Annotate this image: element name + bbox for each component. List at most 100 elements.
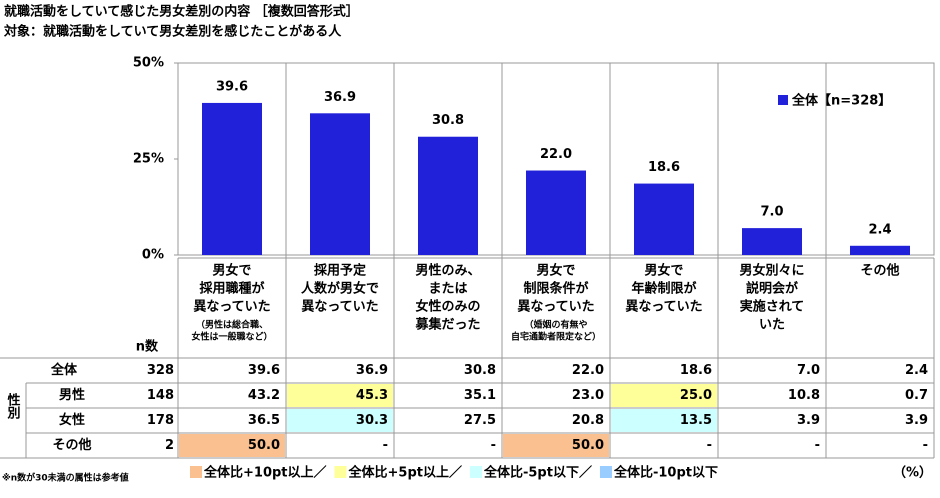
cell: - [707,438,712,453]
cell: 7.0 [797,363,820,378]
value-label: 18.6 [648,160,680,175]
bar [202,102,262,255]
footnote: ※n数が30未満の属性は参考値 [2,472,129,484]
cell-highlight [611,384,717,407]
x-tick-label: 実施されて [740,299,805,315]
cell: 25.0 [680,388,712,403]
cell: 30.8 [464,363,496,378]
x-tick-label: 人数が男女で [301,281,379,297]
value-label: 39.6 [216,79,248,94]
bar [742,228,802,255]
x-tick-label: 制限条件が [523,281,588,297]
cell: - [923,438,928,453]
chart-subtitle: 対象：就職活動をしていて男女差別を感じたことがある人 [3,24,342,40]
y-tick-label: 50% [133,56,164,71]
legend-swatch [469,466,482,478]
cell-highlight [179,434,285,457]
category-note: （男性は総合職、 [196,319,268,331]
bar [418,136,478,255]
value-label: 2.4 [868,222,891,237]
category-note: （婚姻の有無や [524,319,587,331]
legend-label: 全体比+5pt以上／ [348,465,462,481]
category-note: 自宅通勤者限定など） [511,331,601,343]
legend-label: 全体比-10pt以下 [613,465,718,481]
cell-highlight [287,409,393,432]
row-label: その他 [52,437,91,453]
cell: 27.5 [464,413,496,428]
value-label: 30.8 [432,113,464,128]
cell: 18.6 [680,363,712,378]
cell: 22.0 [572,363,604,378]
x-tick-label: 異なっていた [625,300,702,315]
value-label: 36.9 [324,90,356,105]
bar [526,170,586,255]
row-label: 男性 [59,387,85,403]
group-label: 性別 [5,392,22,420]
row-label: 全体 [50,362,78,378]
cell: 36.9 [356,363,388,378]
x-tick-label: 採用職種が [199,281,264,297]
x-tick-label: その他 [860,263,899,279]
legend-label: 全体比-5pt以下／ [483,465,592,481]
cell: 50.0 [248,438,280,453]
cell: 13.5 [680,413,712,428]
cell: - [815,438,820,453]
x-tick-label: 募集だった [414,317,480,333]
cell: 0.7 [905,388,928,403]
cell: 23.0 [572,388,604,403]
x-tick-label: 採用予定 [314,263,366,279]
bar [310,113,370,255]
x-tick-label: 男性のみ、 [415,263,480,279]
x-tick-label: いた [759,318,785,333]
legend-swatch [778,95,788,105]
cell-highlight [611,409,717,432]
row-n: 178 [147,413,174,428]
y-tick-label: 0% [142,248,164,263]
x-tick-label: 異なっていた [517,300,594,315]
cell: 2.4 [905,363,928,378]
cell: 20.8 [572,413,604,428]
row-label: 女性 [59,412,85,428]
chart-title: 就職活動をしていて感じた男女差別の内容 ［複数回答形式］ [4,4,359,20]
cell: 36.5 [248,413,280,428]
value-label: 7.0 [760,205,783,220]
legend-label: 全体【n=328】 [791,93,891,109]
cell: - [491,438,496,453]
n-header: n数 [136,339,159,355]
cell: - [383,438,388,453]
cell: 35.1 [464,388,496,403]
cell: 30.3 [356,413,388,428]
cell: 3.9 [797,413,820,428]
x-tick-label: 女性のみの [415,299,480,315]
x-tick-label: 男女で [644,263,683,279]
bar [850,245,910,255]
row-n: 148 [147,388,174,403]
cell: 50.0 [572,438,604,453]
x-tick-label: 異なっていた [193,300,270,315]
legend-label: 全体比+10pt以上／ [203,465,327,481]
row-n: 328 [147,363,174,378]
x-tick-label: 異なっていた [301,300,378,315]
legend-swatch [599,466,612,478]
bar [634,183,694,255]
cell-highlight [503,434,609,457]
x-tick-label: または [428,282,467,297]
cell: 3.9 [905,413,928,428]
cell: 45.3 [356,388,388,403]
row-n: 2 [165,438,174,453]
cell-highlight [287,384,393,407]
legend-swatch [334,466,347,478]
x-tick-label: 男女で [536,263,575,279]
value-label: 22.0 [540,147,572,162]
unit: （%） [893,465,932,481]
y-tick-label: 25% [133,152,164,167]
cell: 10.8 [788,388,820,403]
x-tick-label: 年齢制限が [631,281,696,297]
category-note: 女性は一般職など） [191,331,272,343]
x-tick-label: 説明会が [746,281,798,297]
cell: 39.6 [248,363,280,378]
x-tick-label: 男女別々に [739,263,804,279]
legend-swatch [190,466,202,478]
x-tick-label: 男女で [212,263,251,279]
